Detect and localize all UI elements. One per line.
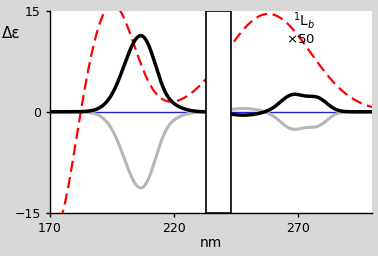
X-axis label: nm: nm — [200, 237, 222, 250]
Y-axis label: Δε: Δε — [2, 26, 21, 41]
Bar — [206, 10, 231, 213]
Text: $\times$50: $\times$50 — [286, 33, 314, 46]
Text: $^1$L$_b$: $^1$L$_b$ — [293, 10, 315, 31]
